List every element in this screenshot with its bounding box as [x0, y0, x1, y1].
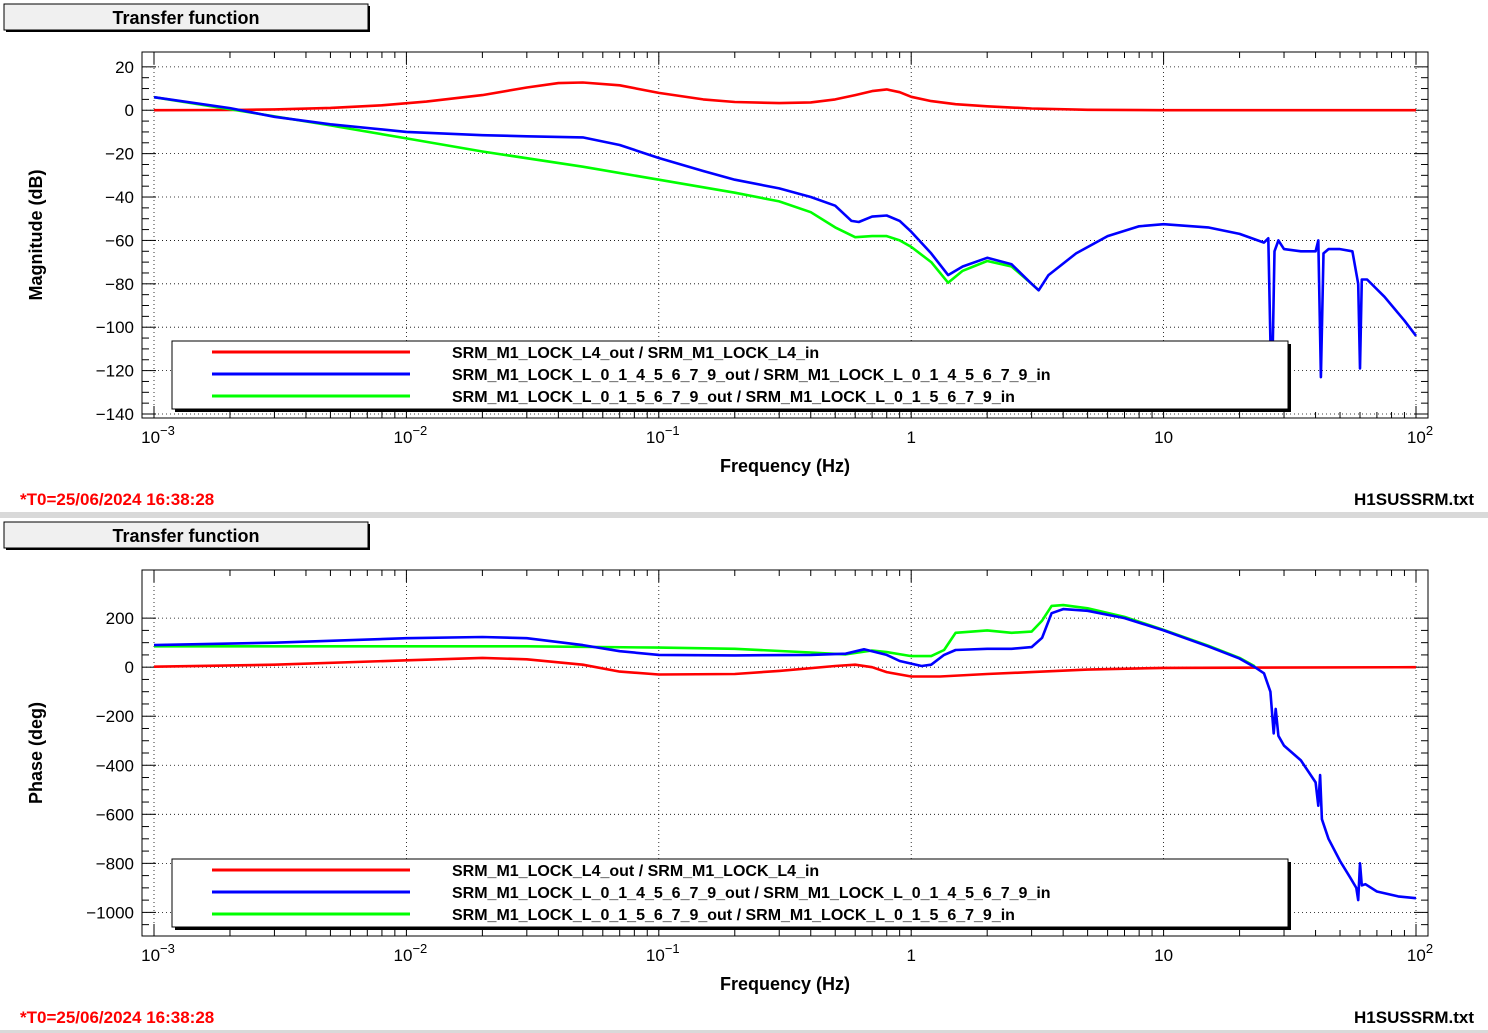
x-tick-base: 10: [394, 428, 413, 447]
timestamp-label: *T0=25/06/2024 16:38:28: [20, 1008, 214, 1027]
x-tick-label: 102: [1407, 423, 1433, 447]
series-line-2: [153, 95, 1040, 292]
legend: SRM_M1_LOCK_L4_out / SRM_M1_LOCK_L4_in SR…: [171, 340, 1291, 412]
x-tick-exponent: 2: [1426, 423, 1433, 438]
x-tick-label: 102: [1407, 941, 1433, 965]
series-line-0: [153, 656, 1417, 678]
legend-label: SRM_M1_LOCK_L4_out / SRM_M1_LOCK_L4_in: [452, 863, 819, 880]
x-tick-exponent: −3: [160, 423, 175, 438]
chart-title: Transfer function: [112, 526, 259, 546]
y-tick-label: 0: [125, 101, 134, 120]
y-axis-label: Magnitude (dB): [26, 170, 46, 301]
x-tick-exponent: −3: [160, 941, 175, 956]
x-tick-label: 10−3: [141, 423, 175, 447]
magnitude-panel: Transfer function 20 0 −20 −40 −60 −80 −100 −120…: [3, 3, 1474, 509]
series-line-0: [153, 81, 1416, 112]
y-tick-label: −20: [105, 145, 134, 164]
x-tick-base: 1: [906, 946, 915, 965]
x-tick-base: 10: [141, 946, 160, 965]
title-box: [3, 3, 369, 31]
filename-label: H1SUSSRM.txt: [1354, 1008, 1474, 1027]
chart-title: Transfer function: [112, 8, 259, 28]
filename-label: H1SUSSRM.txt: [1354, 490, 1474, 509]
series-line-1: [153, 95, 1418, 405]
panel-separator: [0, 512, 1488, 518]
grid: [142, 52, 1428, 418]
x-tick-label: 10−1: [646, 941, 680, 965]
y-tick-label: −60: [105, 231, 134, 250]
x-tick-label: 1: [906, 428, 915, 447]
series-group: [153, 603, 1417, 902]
x-tick-exponent: 2: [1426, 941, 1433, 956]
x-tick-label: 10: [1154, 428, 1173, 447]
y-tick-label: −400: [96, 756, 134, 775]
x-tick-base: 10: [646, 946, 665, 965]
x-tick-label: 10−2: [394, 423, 428, 447]
x-tick-label: 10−3: [141, 941, 175, 965]
panel-separator: [0, 1030, 1488, 1033]
y-tick-label: 0: [125, 658, 134, 677]
y-tick-label: −140: [96, 405, 134, 424]
timestamp-label: *T0=25/06/2024 16:38:28: [20, 490, 214, 509]
y-tick-label: −80: [105, 275, 134, 294]
x-tick-base: 1: [906, 428, 915, 447]
x-tick-exponent: −2: [412, 941, 427, 956]
x-tick-label: 10: [1154, 946, 1173, 965]
legend-label: SRM_M1_LOCK_L4_out / SRM_M1_LOCK_L4_in: [452, 345, 819, 362]
legend-label: SRM_M1_LOCK_L_0_1_5_6_7_9_out / SRM_M1_L…: [452, 389, 1015, 406]
y-tick-label: −120: [96, 362, 134, 381]
x-tick-base: 10: [646, 428, 665, 447]
x-tick-base: 10: [1407, 946, 1426, 965]
title-box: [3, 521, 369, 549]
y-tick-label: 20: [115, 58, 134, 77]
legend-label: SRM_M1_LOCK_L_0_1_4_5_6_7_9_out / SRM_M1…: [452, 367, 1051, 384]
x-tick-base: 10: [1154, 946, 1173, 965]
legend-label: SRM_M1_LOCK_L_0_1_5_6_7_9_out / SRM_M1_L…: [452, 907, 1015, 924]
x-tick-base: 10: [1407, 428, 1426, 447]
x-tick-label: 10−1: [646, 423, 680, 447]
x-tick-label: 1: [906, 946, 915, 965]
x-tick-label: 10−2: [394, 941, 428, 965]
y-axis-label: Phase (deg): [26, 702, 46, 804]
series-line-1: [153, 607, 1417, 902]
x-axis-label: Frequency (Hz): [720, 974, 850, 994]
x-tick-exponent: −1: [665, 423, 680, 438]
x-tick-exponent: −2: [412, 423, 427, 438]
y-tick-label: −100: [96, 318, 134, 337]
x-tick-base: 10: [1154, 428, 1173, 447]
x-tick-base: 10: [394, 946, 413, 965]
series-group: [153, 81, 1418, 405]
y-tick-label: −1000: [86, 903, 134, 922]
y-tick-label: −200: [96, 707, 134, 726]
phase-panel: Transfer function 200 0 −200 −400 −600 −800 −10…: [3, 521, 1474, 1027]
x-axis-label: Frequency (Hz): [720, 456, 850, 476]
x-tick-exponent: −1: [665, 941, 680, 956]
x-tick-base: 10: [141, 428, 160, 447]
legend-label: SRM_M1_LOCK_L_0_1_4_5_6_7_9_out / SRM_M1…: [452, 885, 1051, 902]
y-tick-label: −800: [96, 854, 134, 873]
y-tick-label: 200: [106, 609, 134, 628]
y-tick-label: −600: [96, 805, 134, 824]
y-tick-label: −40: [105, 188, 134, 207]
legend: SRM_M1_LOCK_L4_out / SRM_M1_LOCK_L4_in SR…: [171, 858, 1291, 930]
